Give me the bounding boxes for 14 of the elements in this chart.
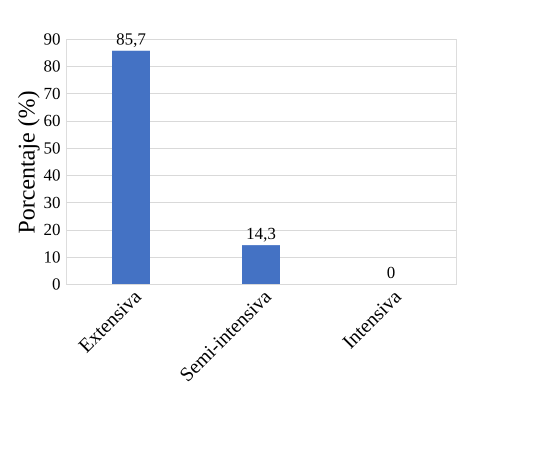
y-tick-label: 10 — [44, 247, 60, 266]
y-tick-label: 70 — [44, 84, 60, 103]
y-tick-label: 60 — [44, 111, 60, 130]
data-label: 85,7 — [116, 30, 146, 49]
data-label: 14,3 — [246, 224, 276, 244]
y-tick-label: 50 — [44, 138, 60, 158]
y-tick-label: 90 — [44, 30, 60, 48]
y-axis-title: Porcentaje (%) — [14, 90, 40, 234]
y-tick-label: 30 — [44, 192, 60, 212]
y-tick-label: 80 — [44, 56, 60, 76]
y-tick-label: 40 — [44, 166, 60, 185]
y-tick-label: 0 — [52, 274, 60, 294]
data-label: 0 — [386, 263, 396, 282]
y-tick-label: 20 — [44, 220, 60, 240]
